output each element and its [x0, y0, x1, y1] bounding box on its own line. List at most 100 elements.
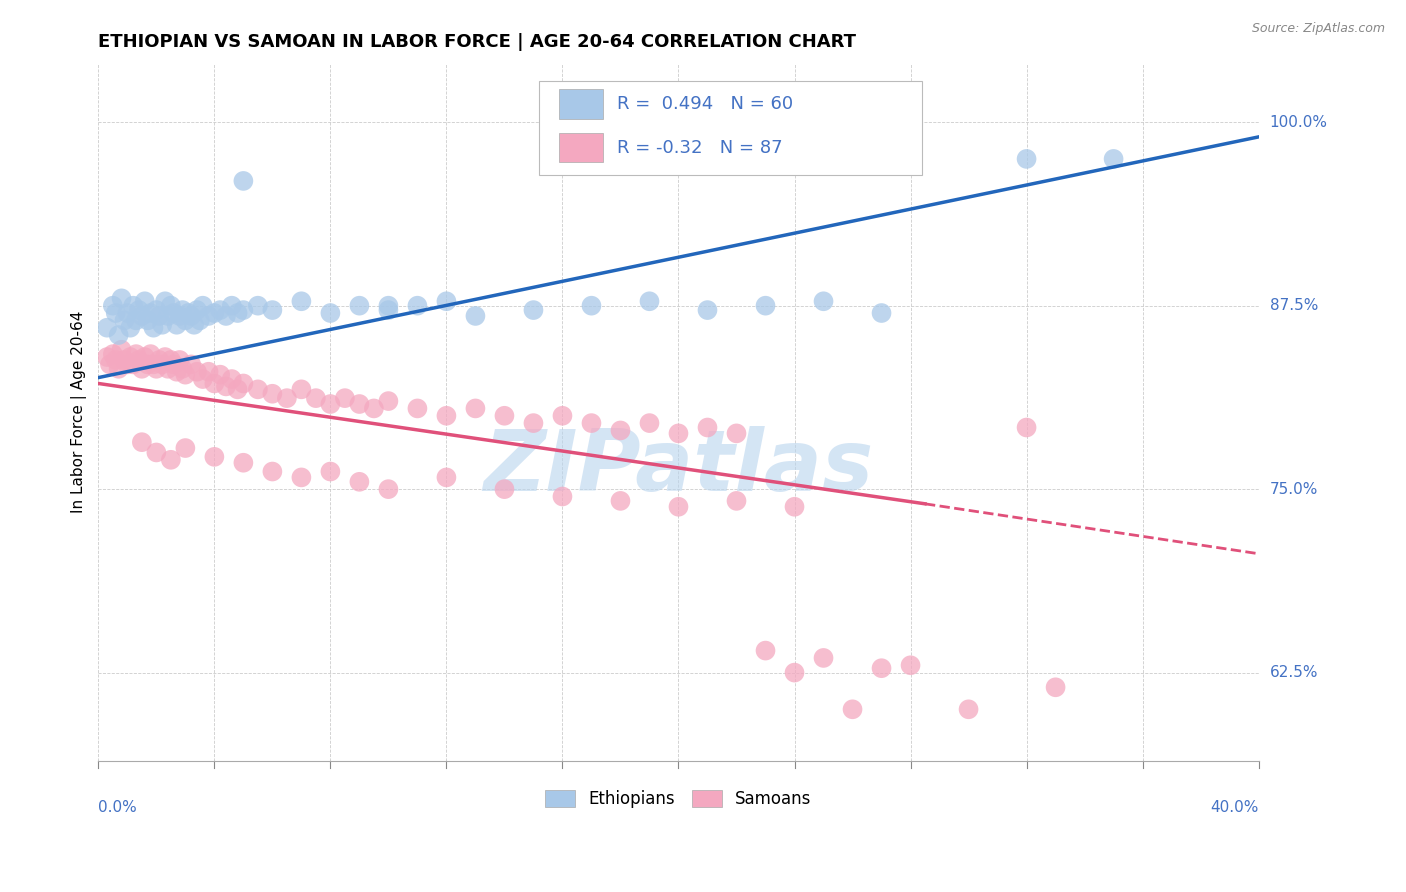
Point	[145, 361, 167, 376]
Point	[349, 475, 371, 489]
Point	[160, 452, 183, 467]
Point	[160, 353, 183, 368]
Point	[107, 361, 129, 376]
Point	[305, 391, 328, 405]
Text: ZIPatlas: ZIPatlas	[484, 426, 873, 509]
Point	[153, 350, 176, 364]
Point	[581, 416, 603, 430]
Point	[134, 294, 156, 309]
Point	[262, 465, 284, 479]
Point	[754, 643, 776, 657]
Point	[319, 465, 342, 479]
Point	[522, 416, 544, 430]
Text: 0.0%: 0.0%	[98, 799, 138, 814]
Point	[107, 328, 129, 343]
Point	[609, 424, 631, 438]
Point	[377, 303, 399, 318]
Point	[221, 372, 243, 386]
Point	[114, 353, 136, 368]
Point	[163, 306, 186, 320]
Point	[638, 416, 661, 430]
FancyBboxPatch shape	[560, 133, 603, 162]
Point	[104, 306, 127, 320]
Point	[131, 435, 153, 450]
Point	[136, 358, 159, 372]
Point	[122, 358, 145, 372]
Point	[290, 294, 312, 309]
Point	[377, 482, 399, 496]
Point	[1045, 680, 1067, 694]
Point	[191, 372, 214, 386]
Point	[120, 320, 142, 334]
Point	[1102, 152, 1125, 166]
Point	[319, 306, 342, 320]
Point	[754, 299, 776, 313]
Point	[166, 365, 188, 379]
Point	[349, 299, 371, 313]
Point	[725, 494, 748, 508]
Point	[117, 358, 139, 372]
Point	[494, 409, 516, 423]
Point	[131, 361, 153, 376]
Point	[197, 309, 219, 323]
Text: 62.5%: 62.5%	[1270, 665, 1319, 680]
FancyBboxPatch shape	[560, 89, 603, 119]
Point	[172, 361, 194, 376]
FancyBboxPatch shape	[540, 81, 922, 175]
Point	[142, 358, 165, 372]
Point	[172, 303, 194, 318]
Point	[98, 358, 121, 372]
Point	[215, 379, 238, 393]
Point	[638, 294, 661, 309]
Point	[169, 309, 191, 323]
Point	[148, 353, 170, 368]
Point	[139, 347, 162, 361]
Point	[494, 482, 516, 496]
Point	[183, 318, 205, 332]
Point	[783, 665, 806, 680]
Point	[166, 318, 188, 332]
Point	[1015, 152, 1038, 166]
Point	[156, 361, 179, 376]
Point	[202, 306, 225, 320]
Point	[148, 309, 170, 323]
Point	[870, 661, 893, 675]
Text: 75.0%: 75.0%	[1270, 482, 1317, 497]
Y-axis label: In Labor Force | Age 20-64: In Labor Force | Age 20-64	[72, 311, 87, 513]
Point	[117, 306, 139, 320]
Point	[209, 368, 232, 382]
Point	[333, 391, 356, 405]
Point	[232, 456, 254, 470]
Point	[191, 299, 214, 313]
Point	[122, 299, 145, 313]
Point	[232, 376, 254, 391]
Text: R =  0.494   N = 60: R = 0.494 N = 60	[617, 95, 793, 113]
Point	[186, 303, 208, 318]
Point	[136, 313, 159, 327]
Point	[202, 450, 225, 464]
Point	[900, 658, 922, 673]
Point	[226, 306, 249, 320]
Point	[110, 343, 132, 357]
Point	[163, 358, 186, 372]
Point	[209, 303, 232, 318]
Point	[134, 350, 156, 364]
Text: 87.5%: 87.5%	[1270, 298, 1317, 313]
Point	[377, 299, 399, 313]
Text: 40.0%: 40.0%	[1211, 799, 1258, 814]
Point	[262, 386, 284, 401]
Point	[174, 313, 197, 327]
Text: ETHIOPIAN VS SAMOAN IN LABOR FORCE | AGE 20-64 CORRELATION CHART: ETHIOPIAN VS SAMOAN IN LABOR FORCE | AGE…	[98, 33, 856, 51]
Point	[101, 299, 124, 313]
Point	[131, 309, 153, 323]
Point	[232, 303, 254, 318]
Point	[349, 397, 371, 411]
Point	[276, 391, 298, 405]
Point	[246, 382, 269, 396]
Legend: Ethiopians, Samoans: Ethiopians, Samoans	[538, 783, 818, 815]
Point	[125, 313, 148, 327]
Point	[290, 382, 312, 396]
Point	[101, 347, 124, 361]
Point	[188, 313, 211, 327]
Point	[290, 470, 312, 484]
